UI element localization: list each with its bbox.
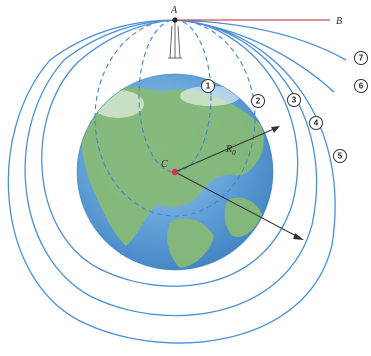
orbit-3 [41,19,299,287]
orbit-number-4: 4 [309,116,323,130]
orbit-1-dashed [138,19,212,173]
orbit-number-7-text: 7 [359,54,364,63]
orbit-number-7: 7 [354,51,368,65]
orbit-number-5-text: 5 [338,152,343,161]
orbit-number-4-text: 4 [314,119,319,128]
label-b: B [336,16,342,27]
orbit-number-1-text: 1 [206,82,211,91]
label-radius: R0 [225,144,236,157]
trajectory-7 [174,19,347,61]
trajectory-6 [174,19,335,93]
orbit-number-1: 1 [201,79,215,93]
orbit-number-5: 5 [333,149,347,163]
radius-arrows [174,126,304,240]
orbit-number-2: 2 [251,94,265,108]
label-c: C [161,159,168,170]
orbit-number-3: 3 [287,93,301,107]
label-a: A [170,5,178,16]
orbit-number-6-text: 6 [359,82,364,91]
label-radius-sub: 0 [232,149,236,157]
launch-tower-icon [168,20,182,59]
orbit-4 [24,19,318,317]
orbit-number-3-text: 3 [292,96,297,105]
orbit-number-2-text: 2 [256,97,261,106]
point-a-dot [172,17,178,23]
orbit-number-6: 6 [354,79,368,93]
label-radius-main: R [225,144,232,155]
center-dot [171,168,179,176]
